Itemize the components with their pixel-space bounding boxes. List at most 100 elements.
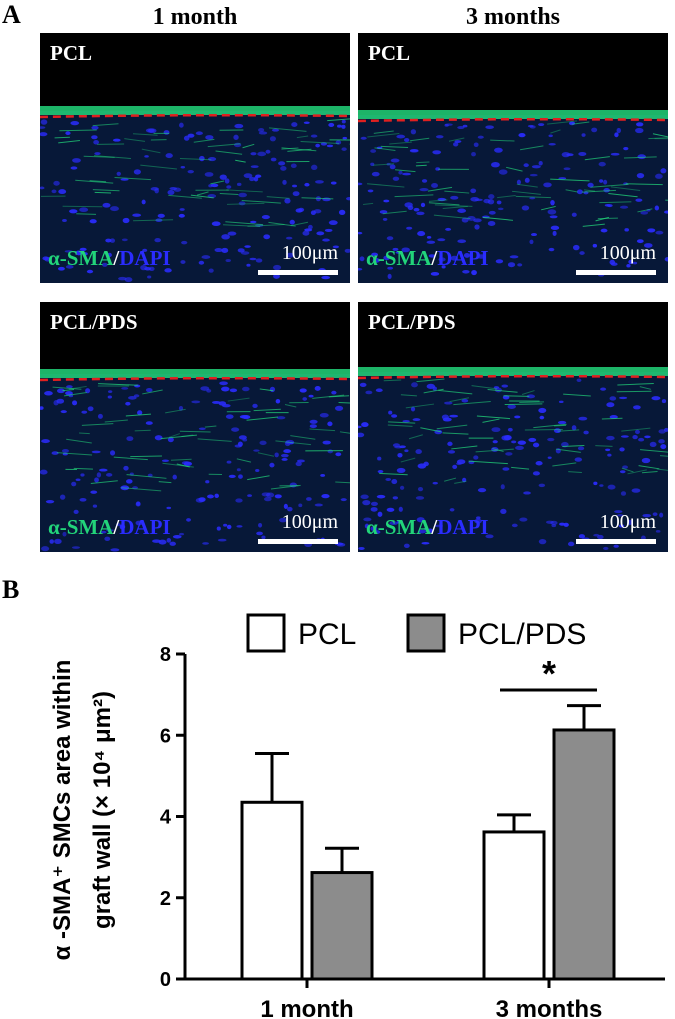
nucleus bbox=[606, 402, 615, 408]
nucleus bbox=[144, 155, 149, 158]
fiber bbox=[168, 433, 181, 438]
nucleus bbox=[619, 205, 629, 209]
nucleus bbox=[415, 496, 425, 500]
nucleus bbox=[225, 258, 232, 263]
nucleus bbox=[535, 461, 543, 466]
nucleus bbox=[236, 525, 243, 528]
fiber bbox=[327, 118, 350, 122]
nucleus bbox=[269, 462, 275, 468]
nucleus bbox=[503, 434, 512, 441]
nucleus bbox=[217, 538, 227, 542]
fiber bbox=[176, 463, 190, 468]
nucleus bbox=[634, 429, 640, 435]
nucleus bbox=[609, 414, 618, 419]
nucleus bbox=[270, 157, 277, 162]
nucleus bbox=[515, 445, 524, 450]
nucleus bbox=[517, 263, 523, 267]
nucleus bbox=[316, 231, 325, 236]
nucleus bbox=[423, 461, 429, 467]
fiber bbox=[516, 183, 538, 188]
nucleus bbox=[383, 255, 391, 261]
fiber bbox=[235, 159, 246, 163]
nucleus bbox=[497, 207, 504, 211]
nucleus bbox=[523, 491, 531, 495]
fiber bbox=[366, 183, 405, 188]
nucleus bbox=[238, 201, 246, 206]
nucleus bbox=[152, 539, 161, 543]
fiber bbox=[436, 424, 468, 430]
nucleus bbox=[491, 427, 501, 433]
nucleus bbox=[249, 257, 257, 261]
nucleus bbox=[278, 161, 286, 166]
fiber bbox=[236, 458, 252, 463]
panel-b-letter: B bbox=[2, 575, 20, 604]
nucleus bbox=[284, 440, 291, 447]
nucleus bbox=[298, 503, 303, 508]
fiber bbox=[56, 452, 93, 456]
nucleus bbox=[237, 441, 243, 447]
nucleus bbox=[179, 208, 185, 211]
fiber bbox=[301, 197, 334, 200]
nucleus bbox=[239, 414, 249, 419]
nucleus bbox=[514, 415, 521, 419]
nucleus bbox=[640, 211, 649, 215]
fiber bbox=[521, 390, 535, 395]
fiber bbox=[506, 166, 523, 172]
fiber bbox=[423, 388, 444, 394]
nucleus bbox=[628, 259, 634, 265]
nucleus bbox=[173, 187, 182, 192]
fiber bbox=[621, 467, 634, 473]
scale-bar-label: 100μm bbox=[281, 242, 338, 264]
nucleus bbox=[204, 172, 214, 177]
nucleus bbox=[398, 170, 403, 175]
nucleus bbox=[327, 421, 333, 427]
scale-bar bbox=[258, 270, 338, 275]
nucleus bbox=[336, 542, 346, 547]
nucleus bbox=[531, 165, 541, 169]
nucleus bbox=[56, 388, 65, 394]
fiber bbox=[219, 193, 239, 195]
nucleus bbox=[358, 432, 365, 438]
fiber bbox=[223, 224, 261, 227]
nucleus bbox=[417, 231, 426, 237]
nucleus bbox=[126, 436, 134, 442]
tissue-background bbox=[358, 115, 668, 283]
fiber bbox=[490, 139, 515, 142]
fiber bbox=[312, 394, 345, 399]
nucleus bbox=[322, 440, 331, 445]
nucleus bbox=[91, 450, 101, 454]
fiber bbox=[581, 189, 617, 193]
fiber bbox=[165, 408, 186, 414]
nucleus bbox=[642, 513, 652, 518]
nucleus bbox=[649, 441, 657, 448]
panel-a-letter: A bbox=[2, 0, 21, 29]
fiber bbox=[207, 143, 241, 148]
nucleus bbox=[274, 452, 279, 458]
nucleus bbox=[491, 162, 500, 168]
nucleus bbox=[223, 523, 228, 527]
fiber bbox=[259, 388, 274, 392]
nucleus bbox=[371, 171, 380, 177]
nucleus bbox=[532, 442, 540, 448]
nucleus bbox=[592, 243, 598, 248]
nucleus bbox=[258, 131, 268, 135]
nucleus bbox=[600, 228, 608, 233]
nucleus bbox=[395, 251, 404, 254]
fiber bbox=[268, 221, 296, 227]
nucleus bbox=[432, 481, 438, 485]
nucleus bbox=[167, 437, 174, 443]
nucleus bbox=[58, 189, 67, 195]
nucleus bbox=[406, 226, 413, 230]
fiber bbox=[625, 183, 663, 186]
nucleus bbox=[410, 149, 419, 152]
nucleus bbox=[265, 149, 271, 154]
nucleus bbox=[427, 528, 433, 533]
micrograph-label: PCL/PDS bbox=[368, 310, 456, 334]
nucleus bbox=[341, 119, 346, 124]
fiber bbox=[621, 427, 651, 432]
nucleus bbox=[236, 468, 241, 472]
nucleus bbox=[320, 473, 326, 477]
nucleus bbox=[370, 526, 376, 531]
nucleus bbox=[396, 467, 406, 474]
fiber bbox=[75, 179, 114, 184]
